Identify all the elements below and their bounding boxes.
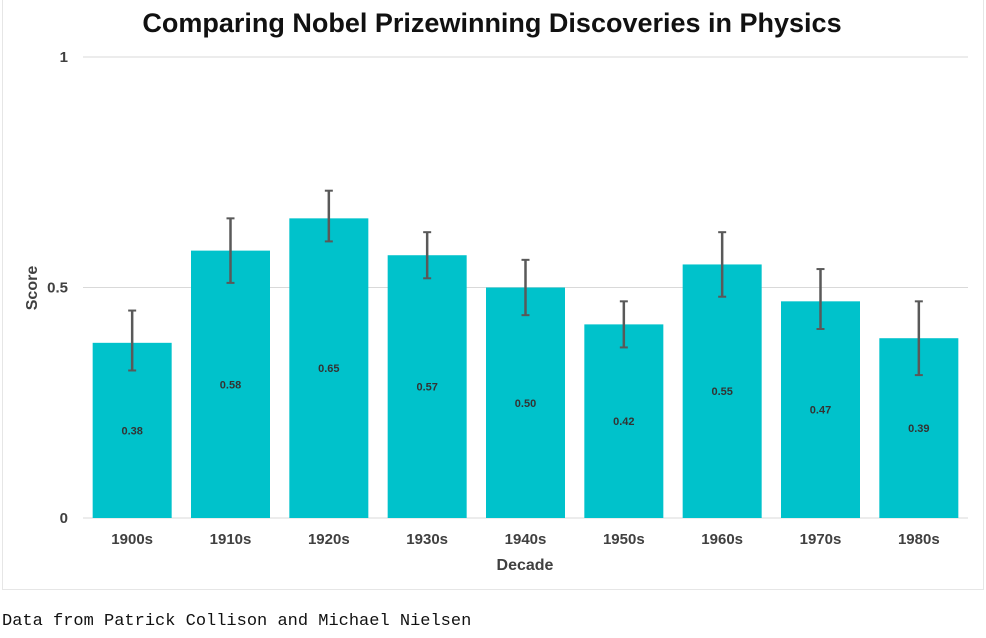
- error-bar: [914, 300, 923, 377]
- x-tick-label: 1960s: [701, 531, 743, 548]
- bar: [387, 255, 467, 519]
- data-label: 0.57: [416, 382, 437, 394]
- error-bars: [128, 189, 923, 377]
- chart-frame: [2, 0, 984, 590]
- bar: [92, 342, 172, 518]
- error-bar: [324, 189, 333, 243]
- data-label: 0.58: [220, 379, 241, 391]
- error-bar: [619, 300, 628, 349]
- bar: [781, 301, 860, 518]
- x-tick-label: 1970s: [800, 531, 842, 548]
- y-axis-ticks: 00.51: [47, 49, 68, 527]
- x-tick-label: 1940s: [505, 531, 547, 548]
- x-tick-label: 1950s: [603, 531, 645, 548]
- bar: [191, 250, 270, 518]
- data-labels: 0.38 0.58 0.65 0.57 0.50 0.42 0.55 0.47 0.39: [121, 363, 929, 437]
- x-axis-title: Decade: [497, 557, 554, 574]
- nobel-bar-chart: Comparing Nobel Prizewinning Discoveries…: [24, 8, 968, 574]
- error-bar: [521, 258, 530, 317]
- data-label: 0.42: [613, 416, 634, 428]
- data-label: 0.65: [318, 363, 339, 375]
- bars: [92, 218, 959, 519]
- y-tick-label: 1: [60, 49, 68, 66]
- data-label: 0.47: [810, 405, 831, 417]
- y-tick-label: 0.5: [47, 280, 68, 297]
- error-bar: [226, 217, 235, 284]
- x-tick-label: 1930s: [406, 531, 448, 548]
- data-label: 0.39: [908, 423, 929, 435]
- error-bar: [128, 309, 137, 372]
- x-tick-label: 1920s: [308, 531, 350, 548]
- chart-title: Comparing Nobel Prizewinning Discoveries…: [142, 8, 841, 38]
- y-tick-label: 0: [60, 510, 68, 527]
- bar: [682, 264, 762, 518]
- y-axis-title: Score: [24, 266, 41, 311]
- data-source-caption: Data from Patrick Collison and Michael N…: [2, 612, 472, 631]
- error-bar: [423, 231, 432, 280]
- x-axis-ticks: 1900s 1910s 1920s 1930s 1940s 1950s 1960s 1970s…: [111, 531, 939, 548]
- bar: [486, 287, 565, 518]
- x-tick-label: 1900s: [111, 531, 153, 548]
- bar: [289, 218, 369, 518]
- bar: [584, 324, 664, 518]
- data-label: 0.50: [515, 398, 536, 410]
- data-label: 0.55: [711, 386, 732, 398]
- x-tick-label: 1980s: [898, 531, 940, 548]
- error-bar: [718, 231, 727, 298]
- x-tick-label: 1910s: [210, 531, 252, 548]
- error-bar: [816, 268, 825, 330]
- data-label: 0.38: [121, 425, 142, 437]
